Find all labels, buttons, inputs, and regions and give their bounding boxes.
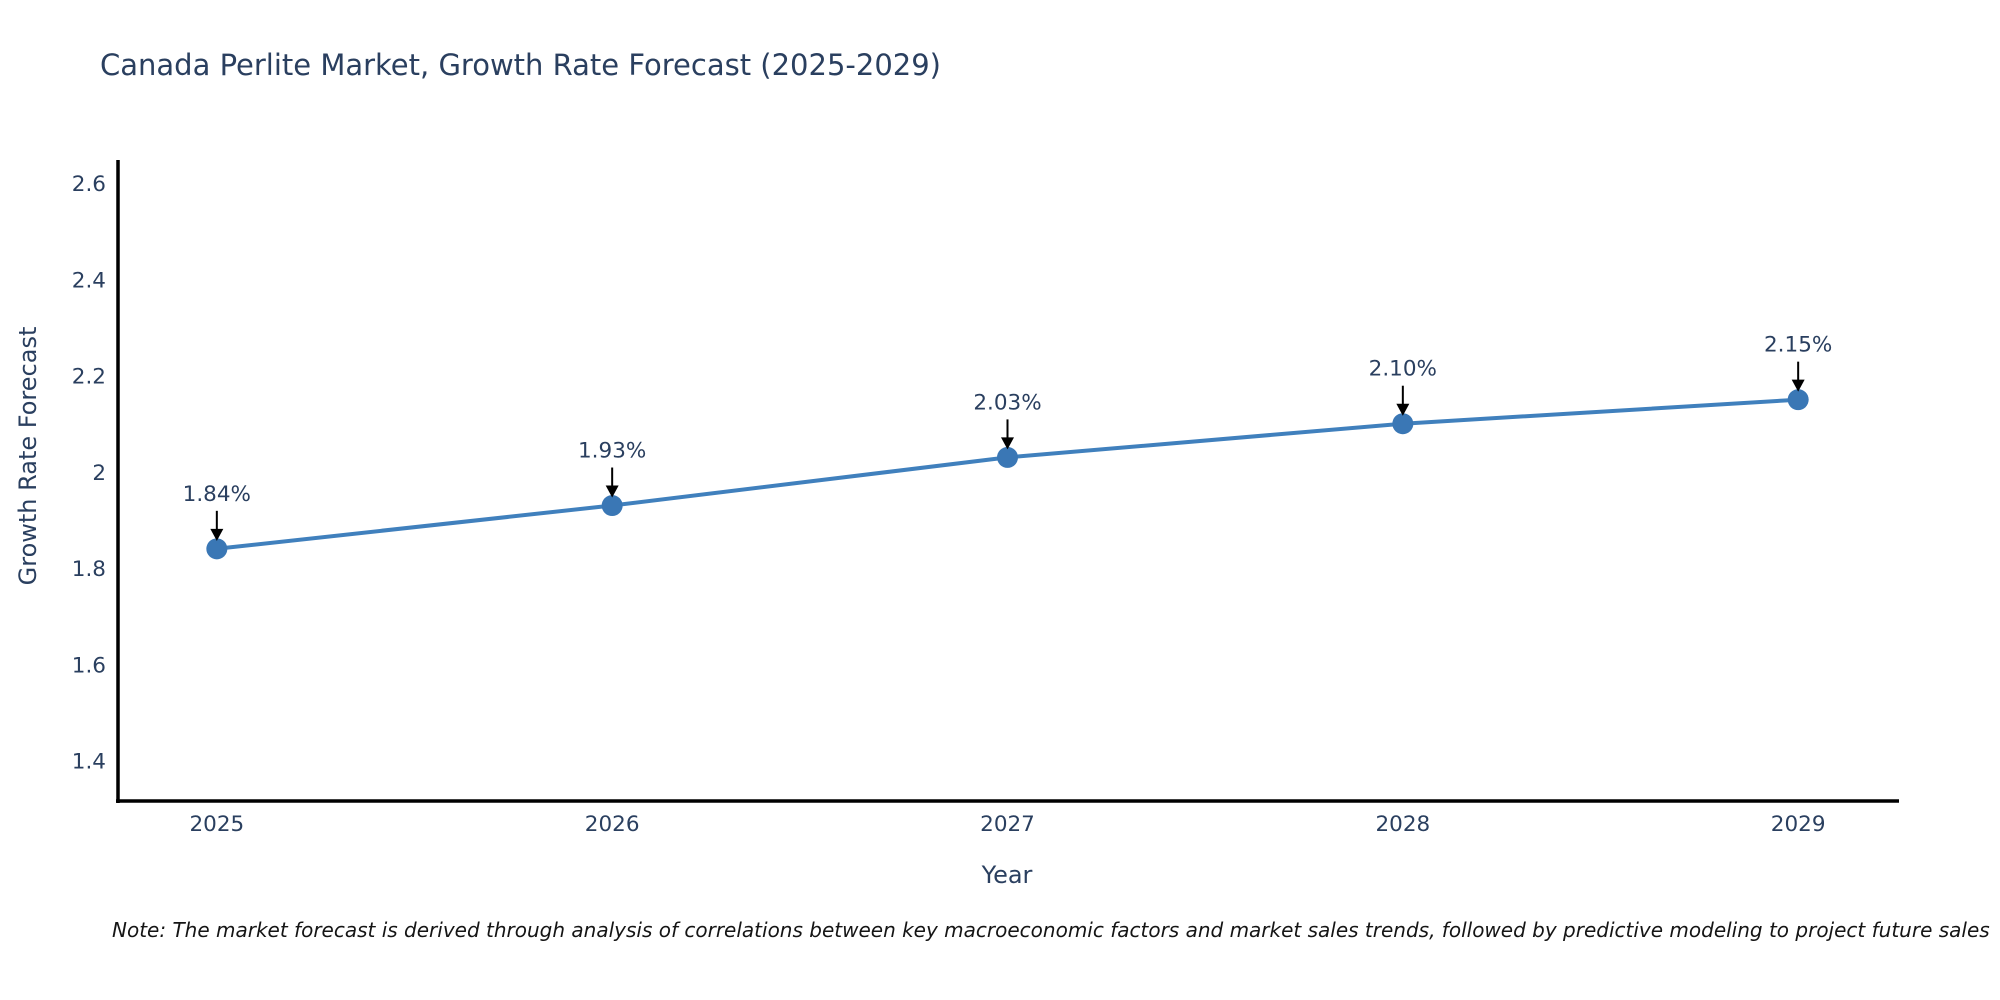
annotation-arrowhead — [1396, 403, 1410, 416]
data-point-marker — [1787, 389, 1809, 411]
y-tick-label: 2.4 — [72, 268, 106, 293]
data-point-label: 2.03% — [973, 390, 1041, 415]
y-tick-label: 2.6 — [72, 172, 106, 197]
annotation-arrowhead — [1001, 437, 1014, 450]
x-tick-label: 2026 — [585, 812, 640, 837]
x-tick-label: 2025 — [189, 812, 244, 837]
y-tick-label: 1.8 — [72, 557, 106, 582]
data-point-marker — [997, 446, 1018, 468]
y-tick-label: 1.6 — [72, 653, 106, 678]
annotation-arrowhead — [1791, 379, 1805, 392]
data-point-label: 1.84% — [183, 482, 251, 507]
x-tick-label: 2027 — [980, 812, 1035, 837]
data-point-marker — [1392, 413, 1414, 435]
data-point-marker — [206, 538, 228, 560]
footnote: Note: The market forecast is derived thr… — [112, 918, 1990, 942]
y-tick-label: 2 — [92, 461, 106, 486]
annotation-arrowhead — [210, 528, 224, 541]
x-tick-label: 2029 — [1771, 812, 1826, 837]
chart-title: Canada Perlite Market, Growth Rate Forec… — [100, 48, 941, 82]
x-tick-label: 2028 — [1375, 812, 1430, 837]
y-tick-label: 1.4 — [72, 750, 106, 775]
annotation-arrowhead — [605, 485, 619, 498]
data-point-label: 2.15% — [1764, 333, 1832, 358]
data-point-label: 1.93% — [578, 439, 646, 464]
data-point-label: 2.10% — [1369, 357, 1437, 382]
data-point-marker — [601, 495, 623, 517]
x-axis-title: Year — [981, 861, 1033, 889]
y-tick-label: 2.2 — [72, 365, 106, 390]
